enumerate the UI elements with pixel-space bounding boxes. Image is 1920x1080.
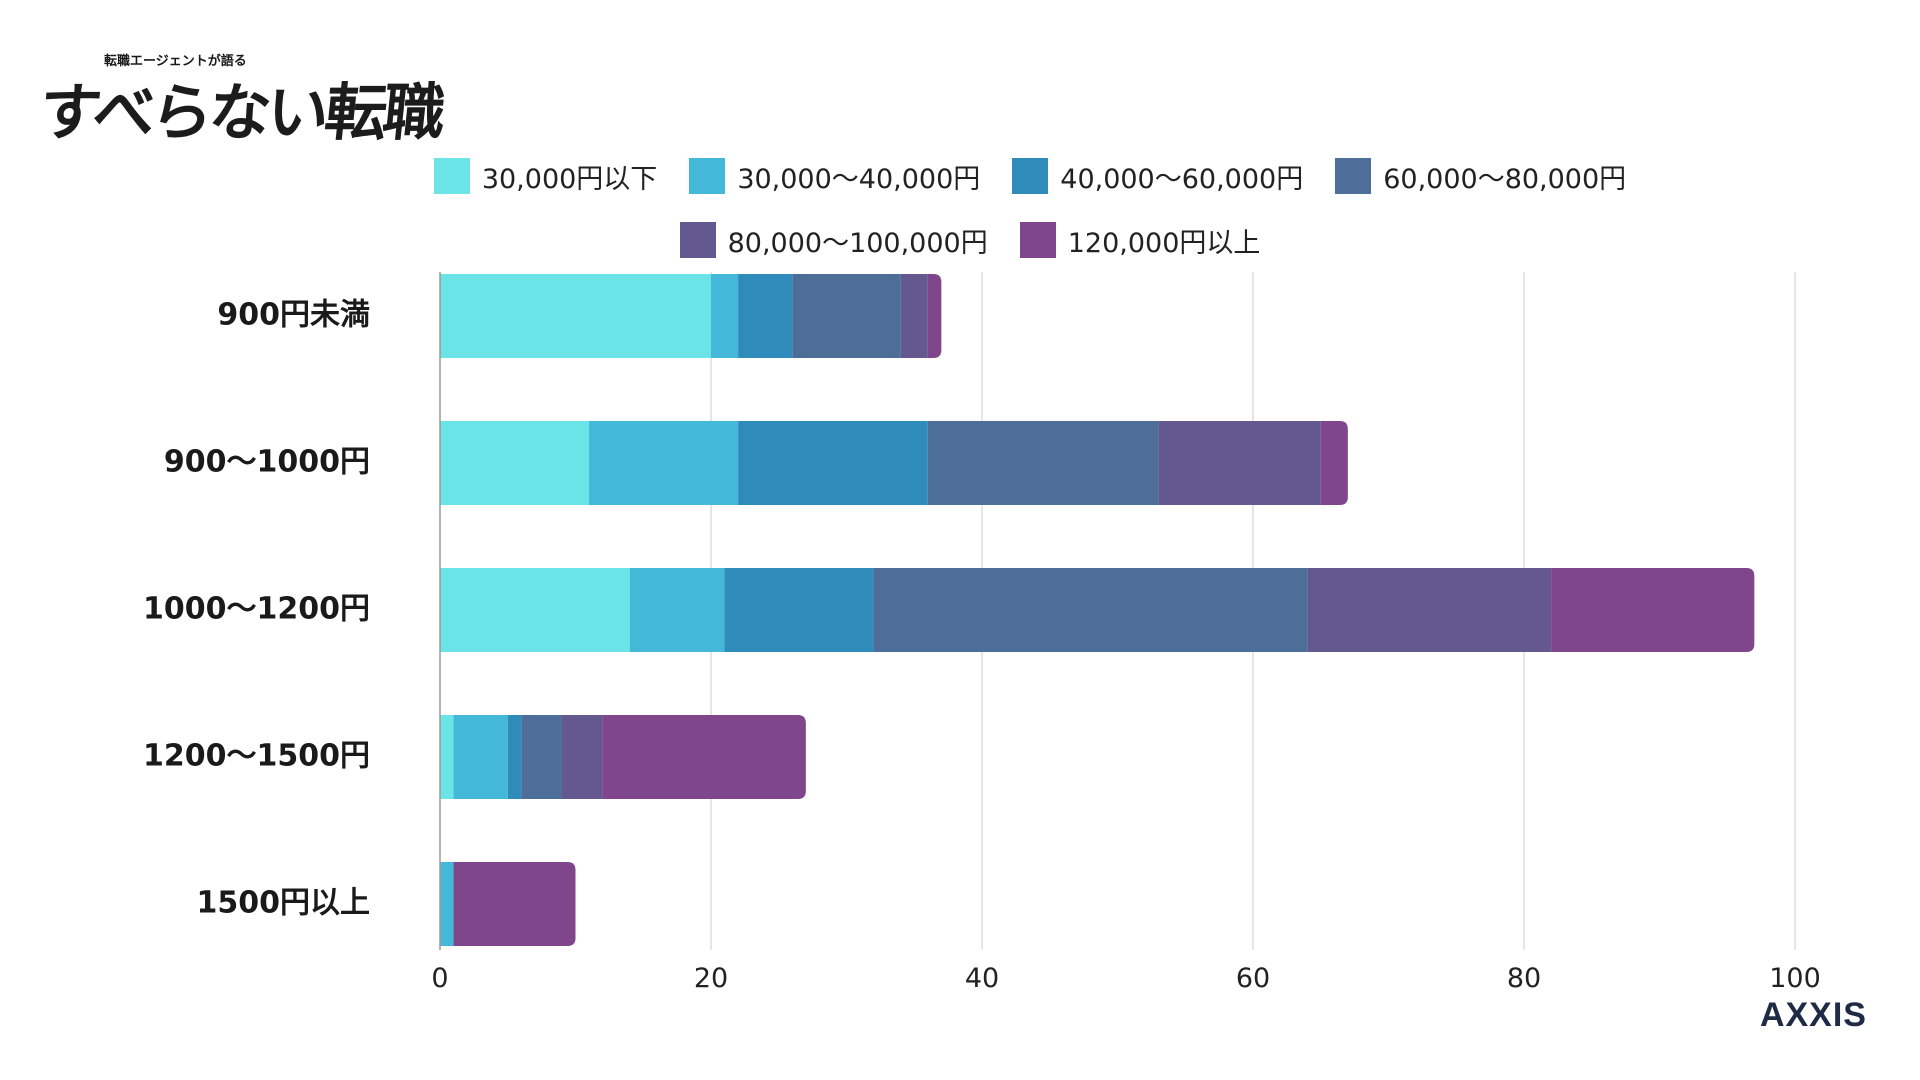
bar-1-5 [1320,421,1348,505]
legend-swatch-2 [1012,158,1049,194]
bar-3-5 [602,715,806,799]
bar-segment-2-1 [629,568,725,652]
bar-segment-3-5 [602,715,806,799]
legend-row-2: 80,000〜100,000円 120,000円以上 [20,208,1920,272]
bar-1-1 [589,421,739,505]
bar-segment-3-2 [507,715,522,799]
legend-item-1: 30,000〜40,000円 [689,157,980,196]
x-tick-label-100: 100 [1769,963,1821,994]
bar-segment-3-1 [453,715,508,799]
x-axis-ticks: 0 20 40 60 80 100 [431,963,1820,994]
bar-0-4 [900,274,928,358]
x-tick-label-0: 0 [431,963,448,994]
bar-0-1 [711,274,739,358]
legend-item-3: 60,000〜80,000円 [1335,157,1626,196]
bar-segment-1-4 [1158,421,1321,505]
legend-label-5: 120,000円以上 [1067,227,1261,259]
bar-4-5 [453,862,576,946]
bar-segment-0-1 [711,274,739,358]
legend-item-4: 80,000〜100,000円 [679,221,988,260]
bar-segment-0-3 [792,274,901,358]
legend-swatch-3 [1335,158,1372,194]
bar-2-4 [1307,568,1552,652]
bar-0-0 [440,274,711,358]
bar-segment-0-4 [900,274,928,358]
bar-segment-1-1 [589,421,739,505]
bar-2-1 [629,568,725,652]
bar-2-5 [1551,568,1755,652]
legend-label-2: 40,000〜60,000円 [1060,163,1304,195]
bar-segment-4-1 [440,862,454,946]
legend-item-2: 40,000〜60,000円 [1012,157,1303,196]
bar-4-1 [440,862,454,946]
bar-1-0 [440,421,590,505]
bar-3-2 [507,715,522,799]
bar-segment-1-2 [738,421,928,505]
bar-segment-2-0 [440,568,630,652]
brand-mark: AXXIS [1759,996,1867,1034]
bar-segment-2-3 [873,568,1308,652]
category-labels: 900円未満 900〜1000円 1000〜1200円 1200〜1500円 1500円… [143,298,370,921]
x-tick-label-20: 20 [694,963,728,994]
bar-segment-2-5 [1551,568,1755,652]
legend-label-3: 60,000〜80,000円 [1383,163,1627,195]
brand-logo: 転職エージェントが語る すべらない転職 [36,46,445,149]
bar-segment-0-2 [738,274,793,358]
bar-segment-1-3 [927,421,1159,505]
bar-segment-4-5 [453,862,576,946]
bar-1-2 [738,421,928,505]
legend-label-1: 30,000〜40,000円 [737,163,981,195]
x-tick-label-40: 40 [965,963,999,994]
legend-item-0: 30,000円以下 [433,157,658,196]
x-tick-label-60: 60 [1236,963,1270,994]
bar-segment-1-5 [1320,421,1348,505]
legend-swatch-0 [433,158,470,194]
bars [440,274,1755,946]
bar-3-1 [453,715,508,799]
category-label-0: 900円未満 [217,298,370,333]
category-label-3: 1200〜1500円 [143,739,370,774]
bar-0-3 [792,274,901,358]
category-label-2: 1000〜1200円 [143,592,370,627]
category-label-1: 900〜1000円 [164,445,370,480]
bar-0-2 [738,274,793,358]
legend-row-1: 30,000円以下 30,000〜40,000円 40,000〜60,000円 … [140,144,1920,208]
legend-label-4: 80,000〜100,000円 [727,227,988,259]
chart-legend: 30,000円以下 30,000〜40,000円 40,000〜60,000円 … [0,144,1920,272]
bar-2-0 [440,568,630,652]
bar-2-2 [724,568,874,652]
x-tick-label-80: 80 [1507,963,1541,994]
bar-segment-3-0 [440,715,454,799]
bar-3-0 [440,715,454,799]
bar-1-4 [1158,421,1321,505]
bar-segment-2-2 [724,568,874,652]
category-label-4: 1500円以上 [197,886,371,921]
bar-2-3 [873,568,1308,652]
legend-label-0: 30,000円以下 [481,163,658,195]
legend-item-5: 120,000円以上 [1019,221,1261,260]
bar-3-4 [561,715,603,799]
bar-segment-0-0 [440,274,711,358]
bar-segment-0-5 [927,274,942,358]
legend-swatch-5 [1019,222,1056,258]
legend-swatch-1 [689,158,726,194]
bar-segment-3-3 [521,715,562,799]
bar-1-3 [927,421,1159,505]
bar-segment-1-0 [440,421,590,505]
bar-0-5 [927,274,942,358]
bar-segment-2-4 [1307,568,1552,652]
bar-segment-3-4 [561,715,603,799]
logo-subtitle: 転職エージェントが語る [104,54,247,69]
legend-swatch-4 [679,222,716,258]
bar-3-3 [521,715,562,799]
